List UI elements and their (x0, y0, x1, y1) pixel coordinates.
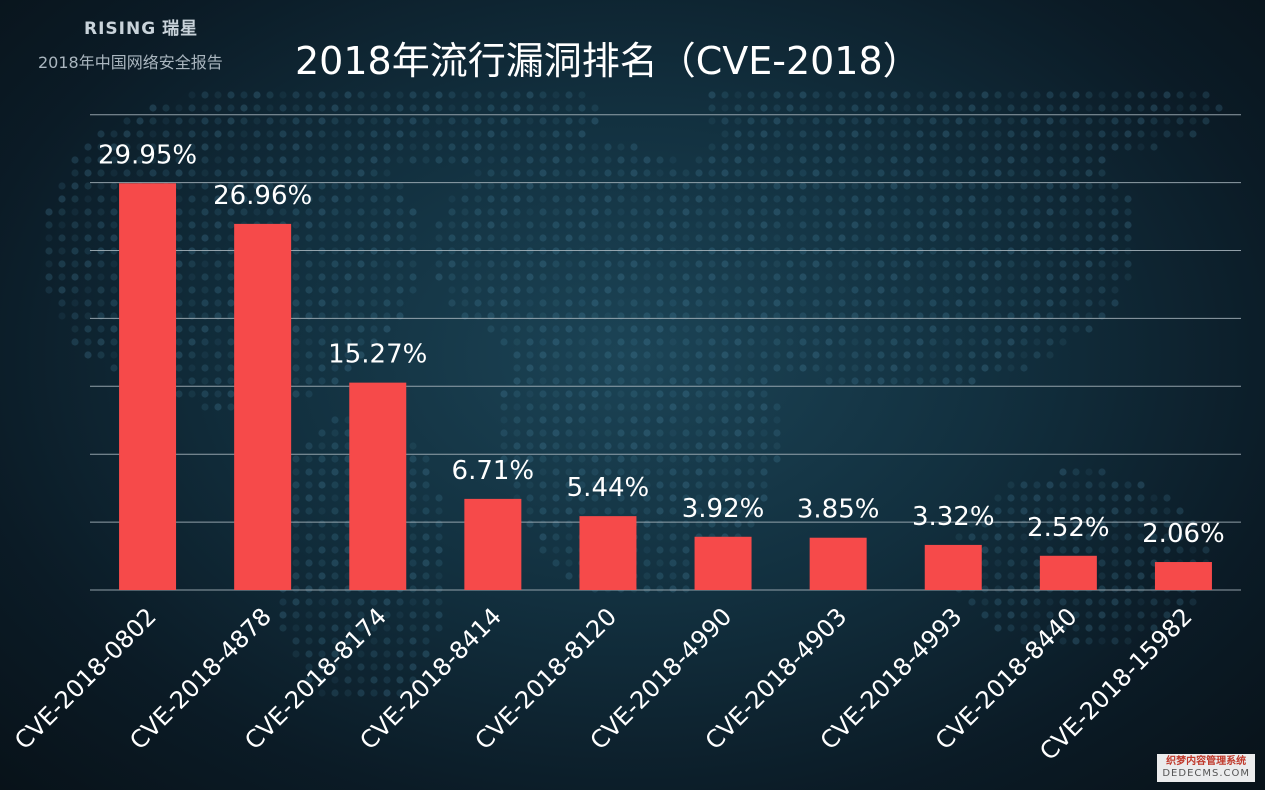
bar-cve-2018-0802 (119, 183, 177, 591)
rising-logo: RISING 瑞星 (84, 14, 198, 39)
chart-title: 2018年流行漏洞排名（CVE-2018） (295, 39, 921, 83)
report-title: 2018年中国网络安全报告 (38, 53, 223, 72)
data-label: 3.85% (797, 495, 880, 525)
data-label: 2.52% (1027, 513, 1110, 543)
bar-cve-2018-4993 (924, 544, 982, 590)
bar-cve-2018-4990 (694, 536, 752, 590)
data-label: 6.71% (452, 456, 535, 486)
data-label: 5.44% (567, 473, 650, 503)
watermark-line1: 织梦内容管理系统 (1166, 756, 1247, 767)
data-label: 3.92% (682, 494, 765, 524)
bar-cve-2018-4878 (234, 223, 292, 591)
bar-cve-2018-8120 (579, 516, 637, 590)
data-label: 15.27% (328, 340, 427, 370)
bar-cve-2018-8174 (349, 382, 407, 590)
bar-cve-2018-8414 (464, 498, 522, 590)
bar-cve-2018-15982 (1154, 562, 1212, 590)
watermark: 织梦内容管理系统 DEDECMS.COM (1157, 754, 1255, 782)
data-label: 3.32% (912, 502, 995, 532)
logo-text: RISING (84, 19, 157, 39)
bar-cve-2018-8440 (1039, 555, 1097, 590)
bar-cve-2018-4903 (809, 537, 867, 590)
data-label: 2.06% (1142, 519, 1225, 549)
data-label: 29.95% (98, 140, 197, 170)
logo-cn-text: 瑞星 (162, 19, 199, 39)
watermark-line2: DEDECMS.COM (1162, 768, 1250, 779)
data-label: 26.96% (213, 181, 312, 211)
